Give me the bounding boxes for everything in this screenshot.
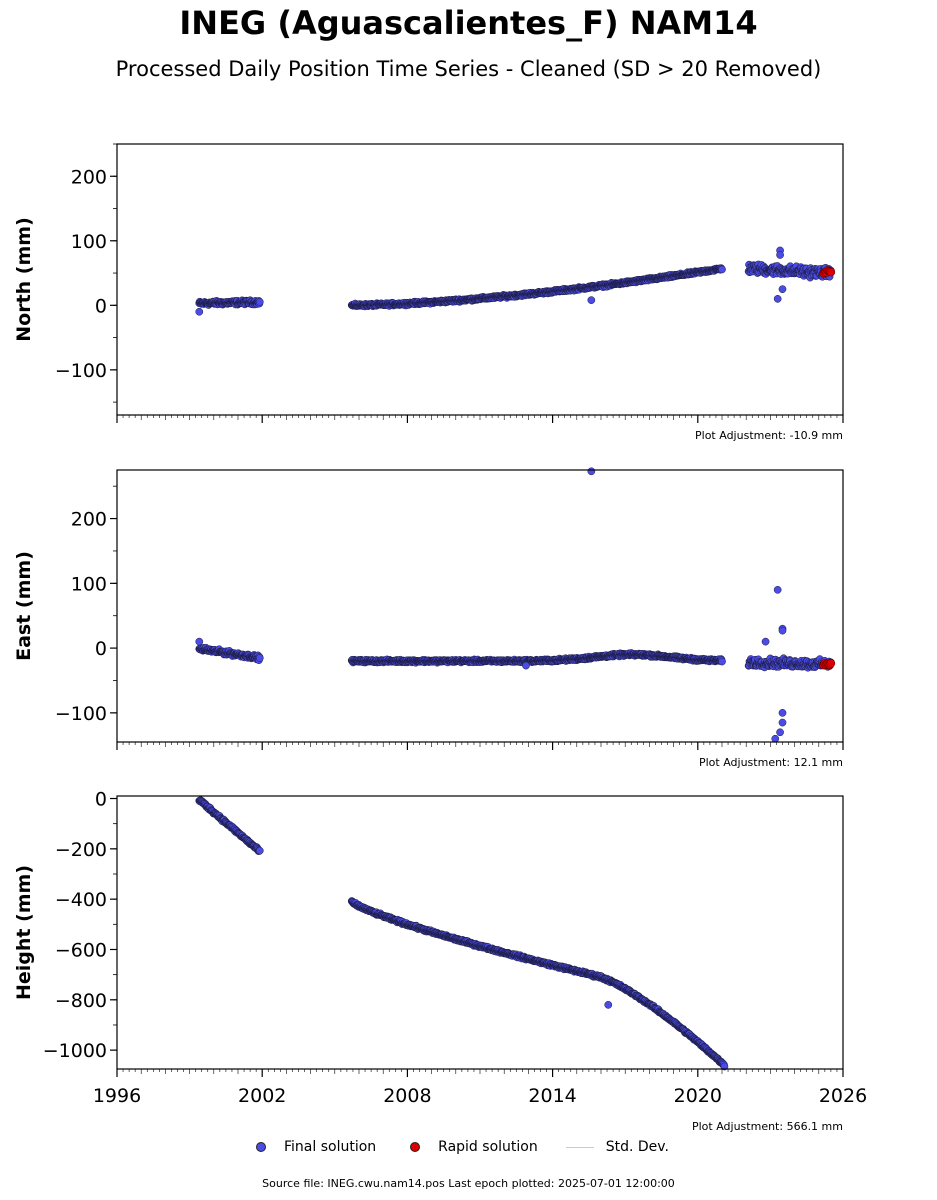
y-axis-label: East (mm) <box>13 551 35 661</box>
plot-frame <box>116 143 844 416</box>
final-point-outlier <box>771 734 780 743</box>
final-point-outlier <box>778 709 787 717</box>
final-point-outlier <box>522 661 530 670</box>
panel-1: 200 100 0 −100 North (mm) Plot Adjustment: -1… <box>13 143 844 442</box>
final-point-outlier <box>776 728 784 737</box>
rapid-point <box>826 659 836 668</box>
final-point-outlier <box>587 296 596 304</box>
y-tick-label: 0 <box>95 295 107 317</box>
final-point-outlier <box>778 626 787 635</box>
final-point-outlier <box>778 285 787 294</box>
data-points <box>195 467 836 743</box>
y-tick-label: −100 <box>55 703 107 725</box>
plot-frame <box>116 469 844 743</box>
final-point-outlier <box>195 307 204 316</box>
final-point <box>718 657 726 666</box>
y-tick-label: 200 <box>71 509 107 531</box>
y-tick-label: 0 <box>95 638 107 660</box>
data-points <box>195 246 836 316</box>
final-point-outlier <box>773 295 782 303</box>
data-points <box>195 796 729 1071</box>
final-point-outlier <box>587 467 596 476</box>
plot-adjustment-note: Plot Adjustment: -10.9 mm <box>695 429 843 442</box>
chart-title: INEG (Aguascalientes_F) NAM14 <box>179 4 758 42</box>
final-point-outlier <box>761 637 770 646</box>
y-tick-label: 200 <box>71 166 107 188</box>
rapid-point <box>826 267 836 277</box>
final-point <box>255 654 264 662</box>
final-point-outlier <box>776 251 784 259</box>
final-point-outlier <box>778 718 787 727</box>
plot-adjustment-note: Plot Adjustment: 12.1 mm <box>699 756 843 769</box>
final-point <box>718 265 726 274</box>
y-tick-label: −100 <box>55 360 107 382</box>
final-point-outlier <box>195 637 204 646</box>
final-point-outlier <box>773 585 782 594</box>
y-tick-label: 100 <box>71 573 107 595</box>
panel-2: 200 100 0 −100 East (mm) Plot Adjustment: 12.… <box>13 467 844 769</box>
y-tick-label: 100 <box>71 231 107 253</box>
chart-subtitle: Processed Daily Position Time Series - C… <box>115 57 822 81</box>
final-point <box>255 298 264 306</box>
y-axis-label: North (mm) <box>13 217 35 342</box>
